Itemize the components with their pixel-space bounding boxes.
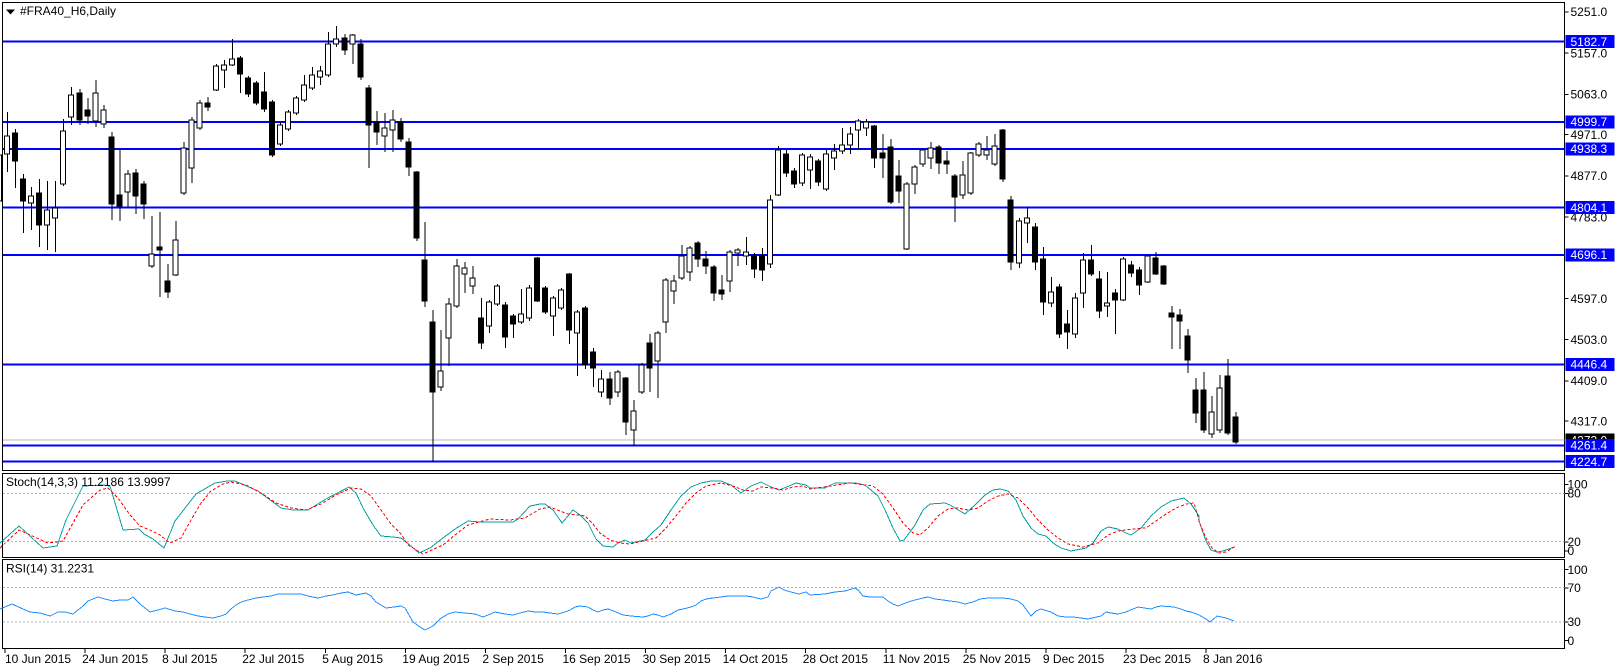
svg-text:4261.4: 4261.4 (1571, 439, 1608, 453)
svg-text:5157.0: 5157.0 (1571, 46, 1608, 60)
svg-text:11 Nov 2015: 11 Nov 2015 (883, 652, 950, 666)
svg-text:2 Sep 2015: 2 Sep 2015 (482, 652, 544, 666)
svg-text:4696.1: 4696.1 (1571, 248, 1608, 262)
svg-text:9 Dec 2015: 9 Dec 2015 (1043, 652, 1105, 666)
svg-text:4938.3: 4938.3 (1571, 142, 1608, 156)
svg-text:4971.0: 4971.0 (1571, 128, 1608, 142)
svg-text:100: 100 (1568, 478, 1588, 492)
svg-text:5251.0: 5251.0 (1571, 5, 1608, 19)
svg-text:5182.7: 5182.7 (1571, 35, 1608, 49)
svg-text:4446.4: 4446.4 (1571, 358, 1608, 372)
svg-text:16 Sep 2015: 16 Sep 2015 (563, 652, 631, 666)
svg-text:0: 0 (1568, 634, 1575, 648)
svg-text:4877.0: 4877.0 (1571, 169, 1608, 183)
svg-text:4317.0: 4317.0 (1571, 415, 1608, 429)
svg-text:RSI(14) 31.2231: RSI(14) 31.2231 (6, 562, 94, 576)
svg-text:30 Sep 2015: 30 Sep 2015 (643, 652, 711, 666)
svg-text:100: 100 (1568, 563, 1588, 577)
svg-text:4503.0: 4503.0 (1571, 333, 1608, 347)
svg-text:4224.7: 4224.7 (1571, 455, 1608, 469)
svg-text:25 Nov 2015: 25 Nov 2015 (963, 652, 1031, 666)
svg-text:80: 80 (1568, 487, 1582, 501)
svg-text:0: 0 (1568, 544, 1575, 558)
svg-text:5063.0: 5063.0 (1571, 88, 1608, 102)
svg-text:8 Jan 2016: 8 Jan 2016 (1203, 652, 1263, 666)
svg-text:14 Oct 2015: 14 Oct 2015 (723, 652, 789, 666)
svg-text:5 Aug 2015: 5 Aug 2015 (322, 652, 383, 666)
svg-text:#FRA40_H6,Daily: #FRA40_H6,Daily (20, 4, 116, 18)
svg-text:4804.1: 4804.1 (1571, 201, 1608, 215)
svg-text:4999.7: 4999.7 (1571, 115, 1608, 129)
svg-text:70: 70 (1568, 581, 1582, 595)
svg-text:23 Dec 2015: 23 Dec 2015 (1123, 652, 1191, 666)
svg-text:20: 20 (1568, 535, 1582, 549)
svg-text:30: 30 (1568, 615, 1582, 629)
svg-text:28 Oct 2015: 28 Oct 2015 (803, 652, 869, 666)
svg-text:24 Jun 2015: 24 Jun 2015 (82, 652, 148, 666)
svg-text:4409.0: 4409.0 (1571, 374, 1608, 388)
svg-text:Stoch(14,3,3) 11.2186 13.9997: Stoch(14,3,3) 11.2186 13.9997 (6, 475, 171, 489)
svg-text:19 Aug 2015: 19 Aug 2015 (402, 652, 470, 666)
svg-text:22 Jul 2015: 22 Jul 2015 (242, 652, 304, 666)
svg-text:4597.0: 4597.0 (1571, 292, 1608, 306)
svg-text:10 Jun 2015: 10 Jun 2015 (5, 652, 71, 666)
svg-text:8 Jul 2015: 8 Jul 2015 (162, 652, 218, 666)
